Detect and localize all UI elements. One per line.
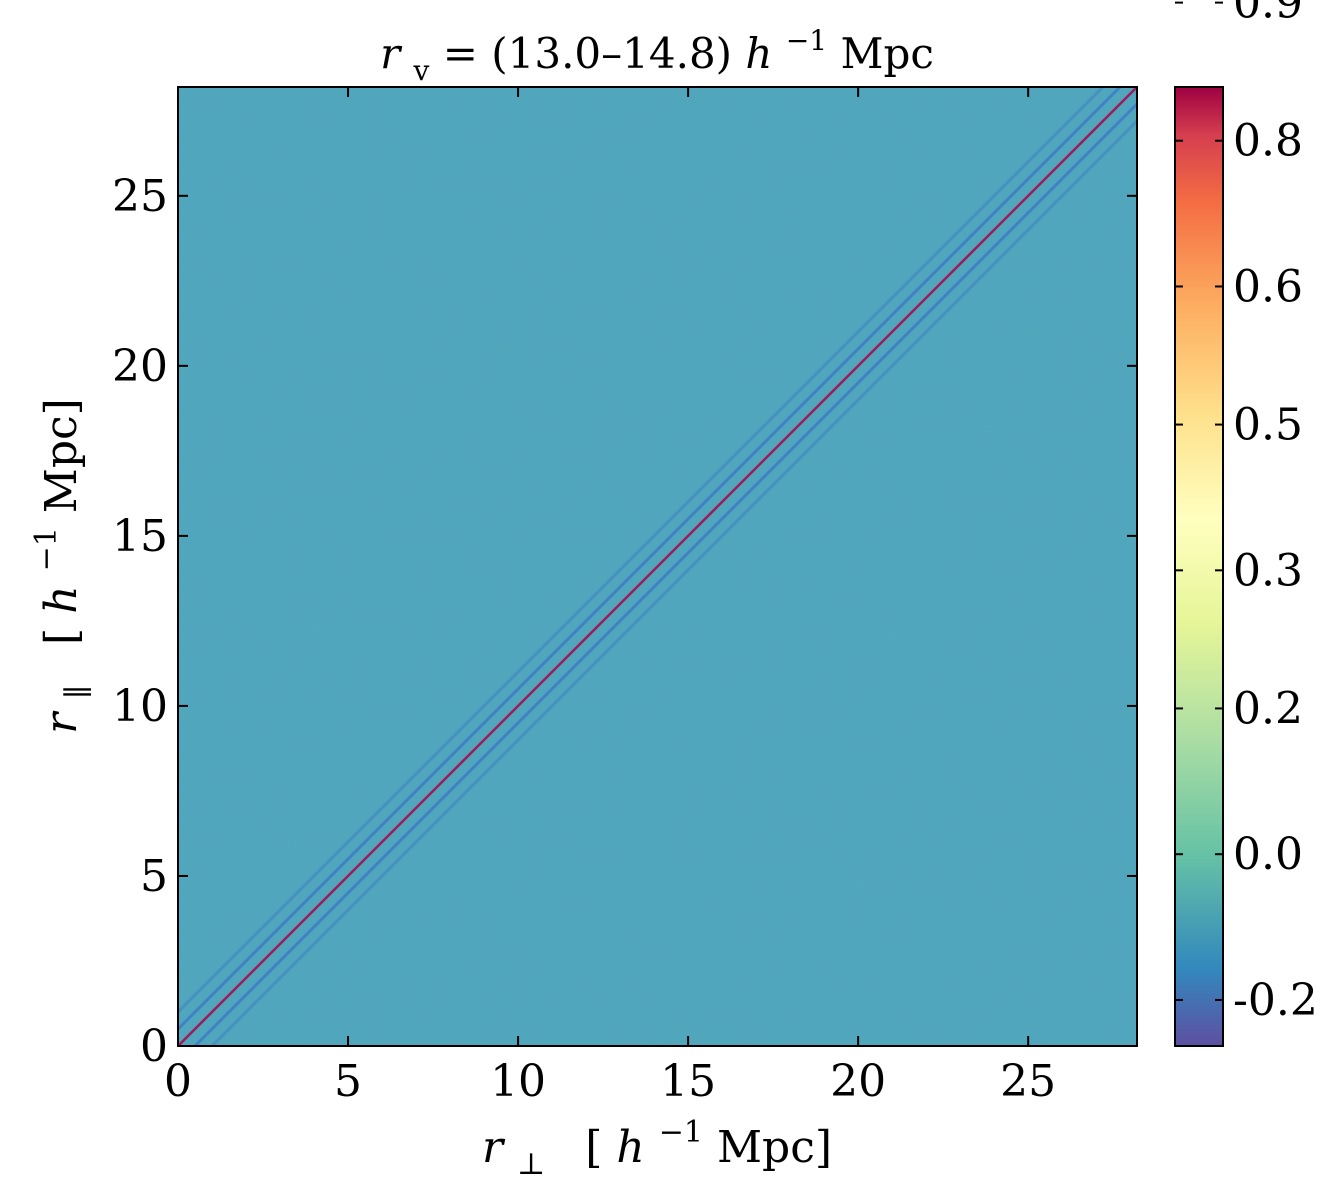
title-subscript: v	[413, 54, 430, 87]
x-axis-ticks: 0 5 10 15 20 25	[164, 87, 1056, 1107]
x-label-bracket: [	[585, 1122, 602, 1173]
x-tick-label: 20	[830, 1056, 886, 1107]
y-label-symbol: r	[36, 710, 87, 734]
title-h: h	[745, 29, 772, 78]
heatmap-area	[178, 87, 1137, 1046]
colorbar-tick-label: 0.0	[1233, 829, 1303, 880]
colorbar-tick-label: 0.9	[1233, 0, 1303, 29]
title-range: = (13.0–14.8)	[443, 29, 732, 78]
y-tick-label: 25	[112, 171, 168, 222]
y-axis-ticks: 0 5 10 15 20 25	[112, 171, 1137, 1072]
colorbar-tick-label: 0.5	[1233, 400, 1303, 451]
x-tick-label: 15	[660, 1056, 716, 1107]
y-axis-label: r ∥ [ h −1 Mpc]	[16, 398, 99, 734]
x-label-h: h	[616, 1122, 644, 1173]
main-diagonal	[178, 87, 1137, 1046]
x-axis-label: r ⊥ [ h −1 Mpc]	[482, 1102, 832, 1185]
title-symbol: r	[380, 29, 403, 78]
x-tick-label: 5	[334, 1056, 362, 1107]
y-label-unit: Mpc]	[36, 398, 87, 513]
diagonal-bands	[178, 87, 1137, 1046]
y-tick-label: 10	[112, 681, 168, 732]
x-label-subscript: ⊥	[517, 1147, 545, 1182]
colorbar-frame	[1174, 86, 1224, 1047]
title-unit: Mpc	[840, 29, 933, 78]
x-tick-label: 0	[164, 1056, 192, 1107]
colorbar	[1175, 87, 1223, 1046]
colorbar-tick-label: -0.2	[1233, 975, 1318, 1026]
y-label-bracket: [	[36, 628, 87, 645]
side-band-1	[178, 87, 1122, 1031]
y-tick-label: 20	[112, 341, 168, 392]
colorbar-ticks: -0.2 0.0 0.2 0.3 0.5 0.6 0.8 0.9	[1175, 0, 1318, 1026]
colorbar-tick-label: 0.6	[1233, 261, 1303, 312]
y-tick-label: 0	[140, 1021, 168, 1072]
x-label-superscript: −1	[659, 1115, 703, 1150]
x-tick-label: 10	[490, 1056, 546, 1107]
side-band-3	[178, 87, 1105, 1014]
colorbar-tick-label: 0.8	[1233, 116, 1303, 167]
colorbar-tick-label: 0.2	[1233, 683, 1303, 734]
y-label-subscript: ∥	[61, 685, 96, 699]
x-label-symbol: r	[482, 1122, 506, 1173]
title-superscript: −1	[786, 24, 827, 57]
chart-title: r v = (13.0–14.8) h −1 Mpc	[380, 11, 934, 90]
y-label-h: h	[36, 585, 87, 613]
y-label-superscript: −1	[29, 527, 64, 571]
plot-frame	[177, 86, 1138, 1047]
y-tick-label: 5	[140, 851, 168, 902]
x-tick-label: 25	[1000, 1056, 1056, 1107]
side-band-2	[210, 119, 1137, 1046]
x-label-unit: Mpc]	[717, 1122, 832, 1173]
y-tick-label: 15	[112, 511, 168, 562]
colorbar-tick-label: 0.3	[1233, 545, 1303, 596]
side-band-0	[193, 102, 1137, 1046]
